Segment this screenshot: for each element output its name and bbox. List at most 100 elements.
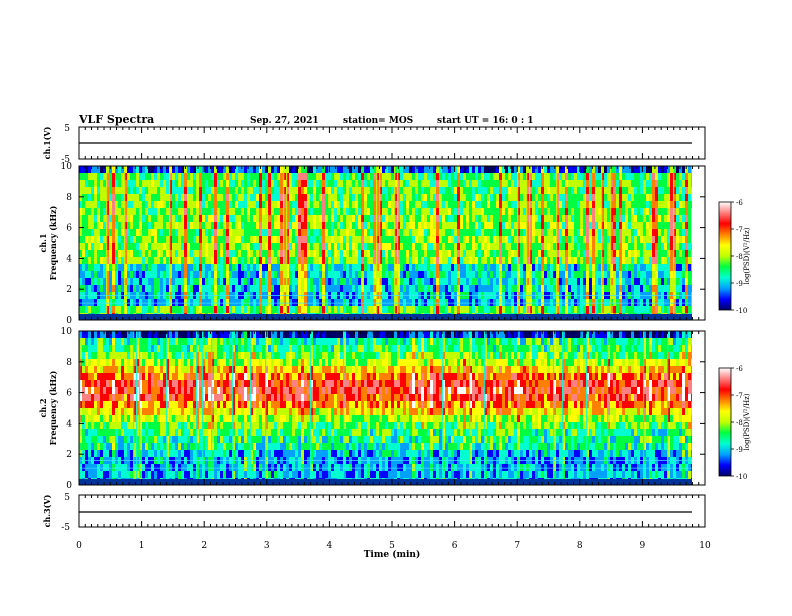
spectrogram-cell — [586, 257, 589, 264]
spectrogram-cell — [568, 250, 571, 257]
spectrogram-cell — [418, 278, 421, 285]
spectrogram-cell — [244, 285, 247, 292]
spectrogram-cell — [241, 215, 244, 222]
spectrogram-cell — [226, 229, 229, 236]
spectrogram-cell — [205, 243, 208, 250]
spectrogram-cell — [616, 194, 619, 201]
spectrogram-cell — [592, 257, 595, 264]
spectrogram-cell — [571, 201, 574, 208]
spectrogram-cell — [469, 173, 472, 180]
spectrogram-cell — [655, 201, 658, 208]
spectrogram-cell — [493, 236, 496, 243]
sferic-line — [283, 166, 284, 320]
spectrogram-cell — [634, 257, 637, 264]
spectrogram-cell — [223, 166, 226, 173]
spectrogram-cell — [445, 243, 448, 250]
spectrogram-cell — [205, 278, 208, 285]
spectrogram-cell — [634, 215, 637, 222]
spectrogram-cell — [127, 215, 130, 222]
spectrogram-cell — [661, 285, 664, 292]
spectrogram-cell — [544, 236, 547, 243]
spectrogram-cell — [535, 187, 538, 194]
spectrogram-cell — [292, 180, 295, 187]
spectrogram-cell — [682, 271, 685, 278]
spectrogram-cell — [127, 285, 130, 292]
spectrogram-cell — [337, 194, 340, 201]
spectrogram-cell — [202, 264, 205, 271]
spectrogram-cell — [256, 243, 259, 250]
spectrogram-cell — [475, 222, 478, 229]
spectrogram-cell — [340, 173, 343, 180]
spectrogram-cell — [355, 285, 358, 292]
spectrogram-cell — [349, 166, 352, 173]
spectrogram-cell — [667, 194, 670, 201]
spectrogram-cell — [445, 236, 448, 243]
spectrogram-cell — [628, 236, 631, 243]
spectrogram-cell — [235, 264, 238, 271]
spectrogram-cell — [424, 194, 427, 201]
spectrogram-cell — [463, 173, 466, 180]
spectrogram-cell — [670, 201, 673, 208]
spectrogram-cell — [187, 271, 190, 278]
spectrogram-cell — [367, 215, 370, 222]
spectrogram-cell — [538, 250, 541, 257]
spectrogram-cell — [433, 173, 436, 180]
spectrogram-cell — [649, 278, 652, 285]
spectrogram-cell — [538, 236, 541, 243]
spectrogram-cell — [589, 187, 592, 194]
spectrogram-cell — [370, 229, 373, 236]
spectrogram-cell — [682, 194, 685, 201]
spectrogram-cell — [382, 166, 385, 173]
spectrogram-cell — [532, 278, 535, 285]
spectrogram-cell — [433, 180, 436, 187]
spectrogram-cell — [178, 264, 181, 271]
spectrogram-cell — [661, 173, 664, 180]
spectrogram-cell — [424, 285, 427, 292]
spectrogram-cell — [685, 194, 688, 201]
spectrogram-cell — [337, 166, 340, 173]
spectrogram-cell — [676, 173, 679, 180]
spectrogram-cell — [271, 264, 274, 271]
spectrogram-cell — [580, 306, 583, 313]
spectrogram-cell — [139, 243, 142, 250]
spectrogram-cell — [91, 208, 94, 215]
spectrogram-cell — [475, 180, 478, 187]
spectrogram-cell — [142, 236, 145, 243]
spectrogram-cell — [328, 271, 331, 278]
spectrogram-cell — [166, 222, 169, 229]
spectrogram-cell — [316, 257, 319, 264]
spectrogram-cell — [265, 271, 268, 278]
spectrogram-cell — [349, 173, 352, 180]
spectrogram-cell — [466, 194, 469, 201]
spectrogram-cell — [382, 201, 385, 208]
spectrogram-cell — [232, 264, 235, 271]
spectrogram-cell — [649, 201, 652, 208]
spectrogram-cell — [256, 222, 259, 229]
spectrogram-cell — [127, 429, 130, 436]
spectrogram-cell — [328, 236, 331, 243]
spectrogram-cell — [391, 236, 394, 243]
spectrogram-cell — [385, 180, 388, 187]
spectrogram-cell — [580, 173, 583, 180]
spectrogram-cell — [649, 243, 652, 250]
spectrogram-cell — [85, 250, 88, 257]
spectrogram-cell — [127, 415, 130, 422]
spectrogram-cell — [121, 278, 124, 285]
spectrogram-cell — [310, 243, 313, 250]
spectrogram-cell — [100, 380, 103, 387]
spectrogram-cell — [478, 264, 481, 271]
spectrogram-cell — [481, 208, 484, 215]
spectrogram-cell — [652, 173, 655, 180]
spectrogram-cell — [616, 180, 619, 187]
spectrogram-cell — [478, 208, 481, 215]
spectrogram-cell — [94, 359, 97, 366]
spectrogram-cell — [577, 271, 580, 278]
spectrogram-cell — [373, 215, 376, 222]
spectrogram-cell — [85, 359, 88, 366]
spectrogram-cell — [439, 236, 442, 243]
spectrogram-cell — [88, 166, 91, 173]
spectrogram-cell — [226, 222, 229, 229]
spectrogram-cell — [391, 278, 394, 285]
spectrogram-cell — [271, 271, 274, 278]
spectrogram-cell — [457, 285, 460, 292]
